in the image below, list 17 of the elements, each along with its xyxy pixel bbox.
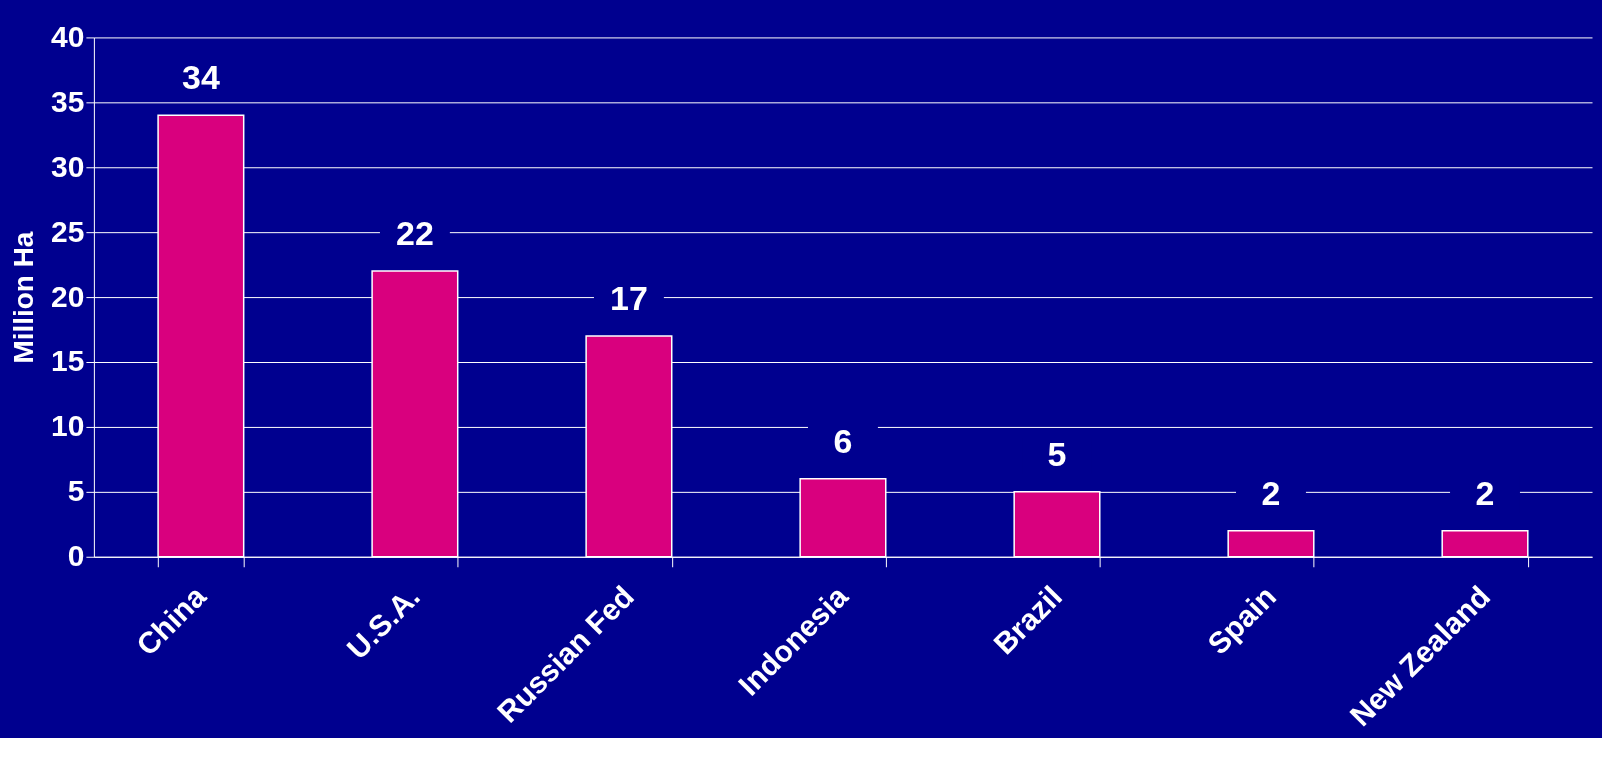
y-tick-label: 15 [51, 344, 85, 378]
data-label: 2 [1261, 473, 1281, 512]
data-label: 5 [1047, 434, 1067, 473]
y-tick-label: 40 [51, 19, 85, 53]
y-axis-title: Million Ha [8, 231, 40, 364]
data-label: 6 [833, 421, 853, 460]
y-tick-label: 0 [67, 539, 85, 573]
y-tick-label: 30 [51, 149, 85, 183]
y-tick-label: 35 [51, 84, 85, 118]
y-tick-label: 25 [51, 214, 85, 248]
y-tick-label: 20 [51, 279, 85, 313]
data-label: 17 [610, 279, 648, 318]
data-label: 34 [182, 58, 220, 97]
y-tick-label: 5 [67, 474, 85, 508]
data-label: 2 [1475, 473, 1495, 512]
data-label: 22 [396, 214, 434, 253]
y-tick-label: 10 [51, 409, 85, 443]
